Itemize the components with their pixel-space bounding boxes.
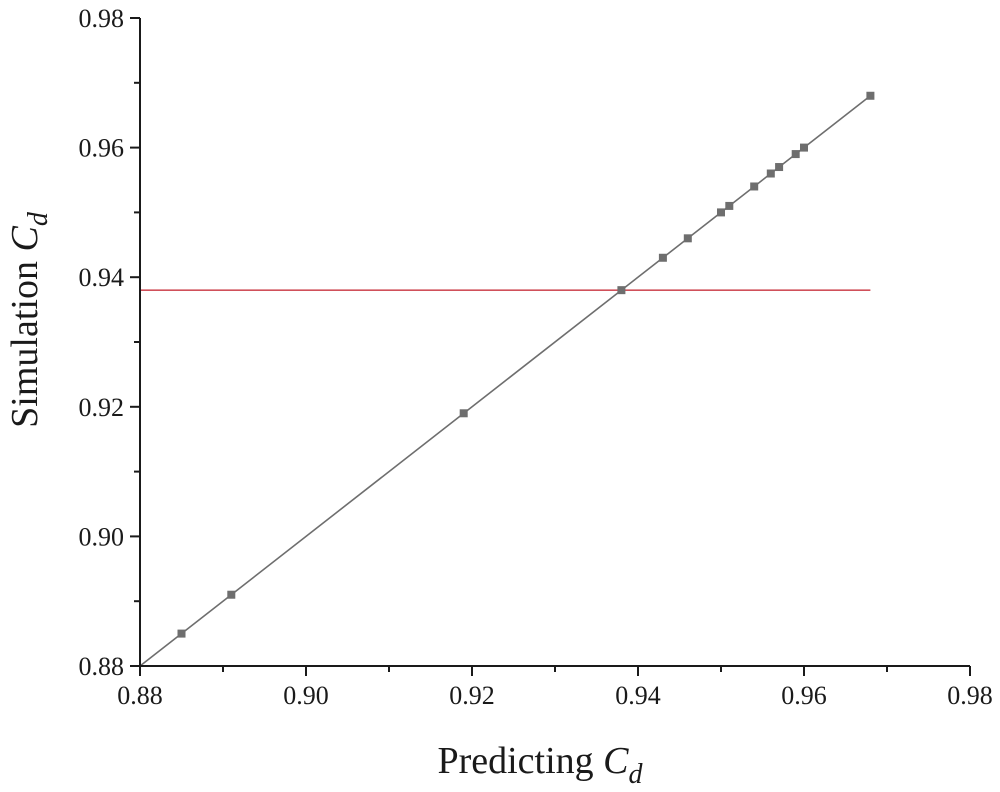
y-tick-label: 0.94 bbox=[79, 263, 125, 292]
x-tick-label: 0.98 bbox=[947, 681, 993, 710]
data-point bbox=[775, 163, 784, 172]
y-tick-label: 0.90 bbox=[79, 522, 125, 551]
data-point bbox=[658, 253, 667, 262]
y-tick-label: 0.98 bbox=[79, 4, 125, 33]
axes: 0.88 0.90 0.92 0.94 0.96 0.98 0.88 0.90 0.92 0.94… bbox=[79, 4, 993, 710]
plot-area bbox=[139, 91, 875, 667]
y-tick-label: 0.92 bbox=[79, 393, 125, 422]
x-tick-label: 0.92 bbox=[449, 681, 495, 710]
data-point bbox=[725, 201, 734, 210]
data-point bbox=[800, 143, 808, 152]
data-point bbox=[683, 234, 692, 243]
fit-line bbox=[139, 95, 871, 667]
data-point bbox=[227, 590, 236, 599]
x-tick-label: 0.88 bbox=[117, 681, 163, 710]
x-tick-label: 0.90 bbox=[283, 681, 329, 710]
x-axis-title: Predicting Cd bbox=[437, 740, 643, 790]
data-point bbox=[459, 409, 468, 418]
data-point bbox=[177, 629, 186, 638]
data-point bbox=[617, 286, 626, 295]
data-point bbox=[717, 208, 725, 217]
data-point bbox=[766, 169, 775, 178]
x-tick-label: 0.96 bbox=[781, 681, 827, 710]
x-tick-label: 0.94 bbox=[615, 681, 661, 710]
y-tick-label: 0.88 bbox=[79, 652, 125, 681]
y-axis-title: Simulation Cd bbox=[4, 211, 54, 428]
data-point bbox=[791, 150, 800, 159]
y-tick-label: 0.96 bbox=[79, 134, 125, 163]
data-point bbox=[750, 182, 759, 191]
data-point bbox=[866, 91, 875, 100]
